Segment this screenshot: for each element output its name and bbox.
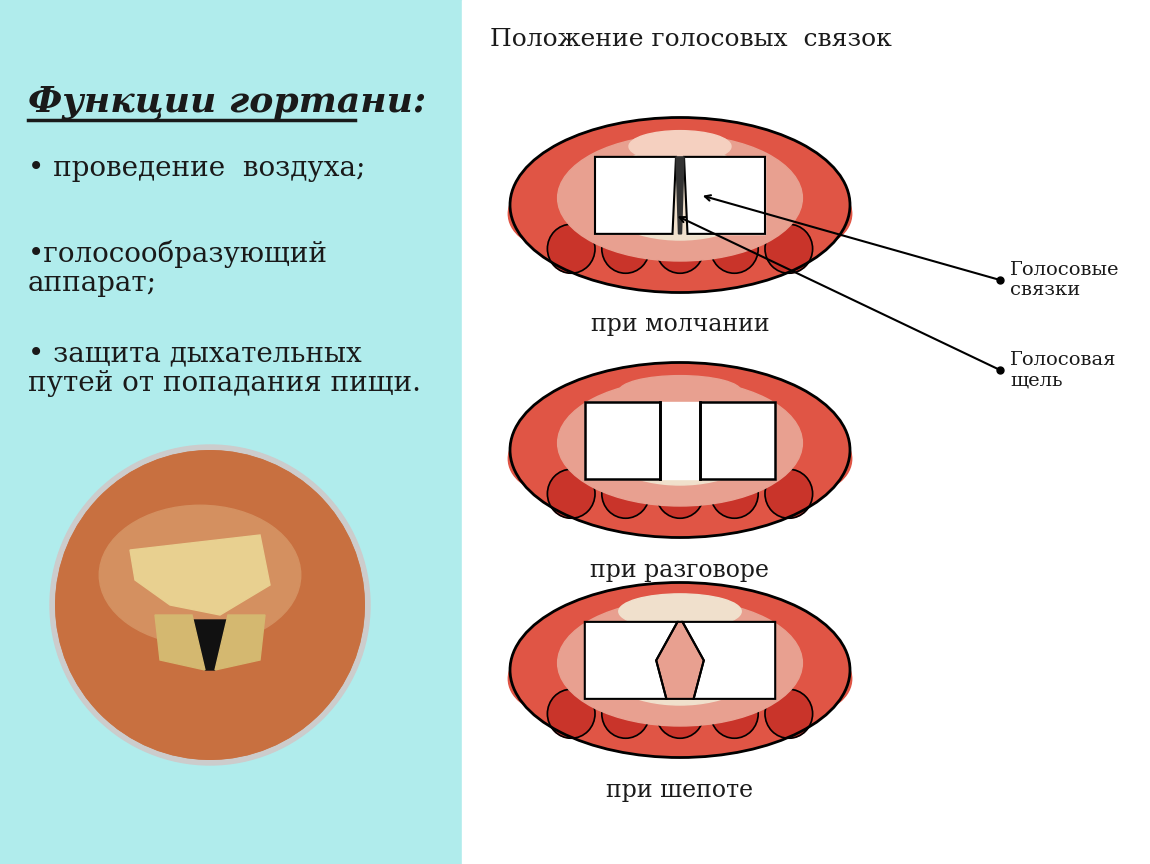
Ellipse shape [657,225,704,273]
Circle shape [49,445,370,765]
Polygon shape [192,620,228,670]
Polygon shape [676,157,684,234]
Ellipse shape [509,582,850,758]
Ellipse shape [711,469,758,518]
Polygon shape [700,402,775,479]
Polygon shape [155,615,205,670]
Ellipse shape [765,689,813,738]
Ellipse shape [711,225,758,273]
Polygon shape [684,157,765,234]
Text: при молчании: при молчании [591,314,769,336]
Text: аппарат;: аппарат; [28,270,158,297]
Ellipse shape [619,376,742,407]
Text: • проведение  воздуха;: • проведение воздуха; [28,155,366,182]
Text: при разговоре: при разговоре [590,558,769,581]
Ellipse shape [767,425,852,492]
Ellipse shape [601,469,650,518]
Text: Голосовые
связки: Голосовые связки [1010,261,1119,300]
Ellipse shape [711,689,758,738]
Text: Функции гортани:: Функции гортани: [28,85,427,119]
Ellipse shape [619,594,742,629]
Ellipse shape [509,118,850,293]
Ellipse shape [509,363,850,537]
Ellipse shape [558,380,803,506]
Bar [462,0,1150,864]
Ellipse shape [99,505,301,645]
Ellipse shape [657,689,704,738]
Ellipse shape [595,614,765,705]
Ellipse shape [767,645,852,712]
Text: Положение голосовых  связок: Положение голосовых связок [490,28,891,51]
Text: Голосовая
щель: Голосовая щель [1010,351,1117,390]
Circle shape [55,450,365,760]
Text: путей от попадания пищи.: путей от попадания пищи. [28,370,421,397]
Polygon shape [215,615,264,670]
Text: •голосообразующий: •голосообразующий [28,240,328,268]
Ellipse shape [508,645,593,712]
Polygon shape [130,535,270,615]
Ellipse shape [601,689,650,738]
Bar [660,402,700,479]
Ellipse shape [595,394,765,485]
Ellipse shape [547,689,595,738]
Ellipse shape [547,469,595,518]
Ellipse shape [629,130,731,162]
Ellipse shape [765,225,813,273]
Ellipse shape [657,469,704,518]
Polygon shape [657,622,704,699]
Ellipse shape [595,149,765,240]
Polygon shape [595,157,676,234]
Text: • защита дыхательных: • защита дыхательных [28,340,362,367]
Ellipse shape [767,181,852,247]
Ellipse shape [508,425,593,492]
Ellipse shape [508,181,593,247]
Ellipse shape [765,469,813,518]
Ellipse shape [558,135,803,261]
Polygon shape [682,622,775,699]
Ellipse shape [558,600,803,726]
Polygon shape [585,622,677,699]
Polygon shape [585,402,660,479]
Ellipse shape [547,225,595,273]
Text: при шепоте: при шепоте [606,778,753,802]
Ellipse shape [601,225,650,273]
